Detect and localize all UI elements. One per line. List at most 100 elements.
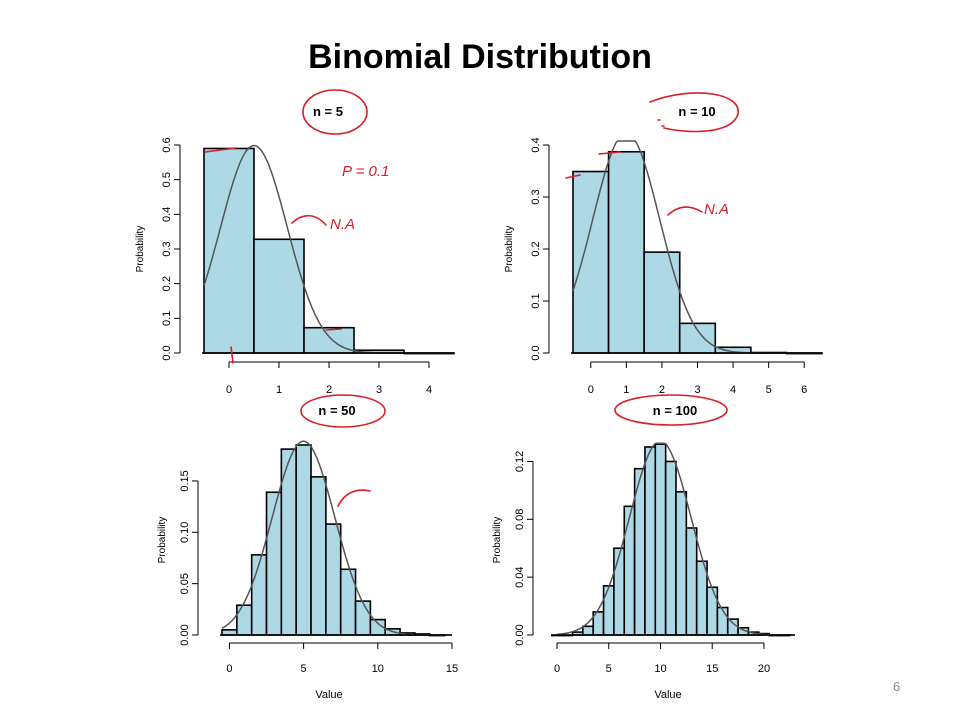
x-tick-label: 0 (554, 663, 560, 675)
ink-approx-note-1: N.A (330, 216, 355, 233)
histogram-bar (664, 460, 677, 636)
histogram-bar (706, 586, 719, 636)
x-tick-label: 10 (372, 663, 384, 675)
y-tick-label: 0.15 (179, 470, 191, 491)
x-tick-label: 4 (730, 384, 736, 396)
histogram-bar (678, 322, 717, 354)
histogram-bar (203, 147, 255, 354)
ink-arrow-n10 (667, 206, 703, 216)
ink-arrow-n50 (337, 489, 371, 507)
y-tick-label: 0.00 (179, 624, 191, 645)
ink-tick-e (230, 346, 234, 364)
histogram-bar (613, 547, 626, 636)
x-tick-label: 0 (226, 384, 232, 396)
y-tick-label: 0.08 (514, 509, 526, 530)
y-tick-label: 0.3 (530, 189, 542, 204)
x-tick-label: 15 (446, 663, 458, 675)
ink-dots-n10 (657, 119, 665, 127)
histogram-bar (716, 606, 729, 636)
ink-approx-note-2: N.A (704, 201, 729, 218)
histogram-bar (572, 170, 610, 354)
ink-tick-b (598, 151, 621, 155)
histogram-bar (354, 600, 372, 636)
x-tick-label: 0 (226, 663, 232, 675)
ink-tick-a (204, 147, 237, 153)
histogram-n5: 0.0 0.1 0.2 0.3 0.4 0.5 0.6 0 1 2 3 4 Probability n =… (135, 104, 455, 396)
y-tick-label: 0.4 (161, 207, 173, 222)
y-tick-label: 0.04 (514, 566, 526, 587)
histogram-bar (685, 527, 698, 636)
x-tick-label: 5 (301, 663, 307, 675)
histogram-bar (295, 444, 312, 636)
y-tick-label: 0.12 (514, 451, 526, 472)
histogram-n100: 0.00 0.04 0.08 0.12 0 5 10 15 20 Probability Value… (492, 403, 795, 701)
x-tick-label: 1 (623, 384, 629, 396)
histogram-n50: 0.00 0.05 0.10 0.15 0 5 10 15 Probability Value n … (157, 403, 458, 701)
x-tick-label: 3 (376, 384, 382, 396)
slide-number: 6 (893, 679, 901, 694)
x-tick-label: 4 (426, 384, 432, 396)
histogram-bar (250, 554, 268, 636)
y-axis-label: Probability (135, 226, 146, 273)
histogram-bar (602, 585, 615, 636)
chart-title: n = 50 (318, 403, 355, 418)
chart-title: n = 10 (678, 104, 715, 119)
x-tick-label: 10 (654, 663, 666, 675)
x-tick-label: 3 (694, 384, 700, 396)
x-tick-label: 2 (659, 384, 665, 396)
y-tick-label: 0.1 (530, 293, 542, 308)
chart-title: n = 5 (313, 104, 343, 119)
x-axis-label: Value (315, 689, 342, 701)
x-axis-label: Value (654, 689, 681, 701)
y-axis-label: Probability (492, 517, 503, 564)
x-tick-label: 20 (758, 663, 770, 675)
ink-circle-n5 (302, 89, 368, 135)
handwritten-annotations: P = 0.1 N.A N.A (204, 89, 739, 507)
histogram-bar (607, 150, 645, 354)
x-tick-label: 5 (606, 663, 612, 675)
ink-arrow-n5 (291, 214, 327, 226)
y-axis-label: Probability (157, 517, 168, 564)
y-tick-label: 0.6 (161, 137, 173, 152)
normal-curve (556, 442, 795, 636)
y-tick-label: 0.00 (514, 624, 526, 645)
histogram-n10: 0.0 0.1 0.2 0.3 0.4 0 1 2 3 4 5 6 Probability n = 10 (504, 104, 823, 396)
slide-title: Binomial Distribution (308, 38, 652, 76)
x-tick-label: 1 (276, 384, 282, 396)
y-tick-label: 0.1 (161, 311, 173, 326)
x-tick-label: 6 (801, 384, 807, 396)
histogram-bar (654, 443, 667, 636)
x-tick-label: 15 (706, 663, 718, 675)
ink-circle-n10 (649, 92, 739, 133)
histogram-bar (695, 560, 708, 636)
ink-tick-d (325, 328, 342, 331)
histogram-bar (236, 604, 253, 636)
y-tick-label: 0.4 (530, 137, 542, 152)
histogram-bar (325, 523, 342, 636)
chart-title: n = 100 (653, 403, 697, 418)
y-tick-label: 0.2 (530, 241, 542, 256)
x-tick-label: 5 (766, 384, 772, 396)
histogram-bar (675, 491, 688, 636)
ink-circle-n100 (614, 394, 728, 426)
histogram-bar (253, 238, 305, 354)
x-tick-label: 2 (326, 384, 332, 396)
y-axis-label: Probability (504, 226, 515, 273)
histogram-bar (310, 476, 327, 636)
histogram-bar (643, 251, 681, 354)
histogram-bar (644, 446, 657, 636)
y-tick-label: 0.0 (530, 345, 542, 360)
ink-tick-c (565, 174, 581, 179)
y-tick-label: 0.3 (161, 241, 173, 256)
histogram-bar (623, 505, 636, 636)
ink-circle-n50 (300, 394, 386, 428)
y-tick-label: 0.0 (161, 345, 173, 360)
histogram-bar (726, 618, 739, 636)
histogram-bar (582, 625, 595, 636)
y-tick-label: 0.5 (161, 172, 173, 187)
y-tick-label: 0.10 (179, 522, 191, 543)
x-tick-label: 0 (588, 384, 594, 396)
ink-p-note: P = 0.1 (342, 163, 389, 180)
y-tick-label: 0.05 (179, 573, 191, 594)
